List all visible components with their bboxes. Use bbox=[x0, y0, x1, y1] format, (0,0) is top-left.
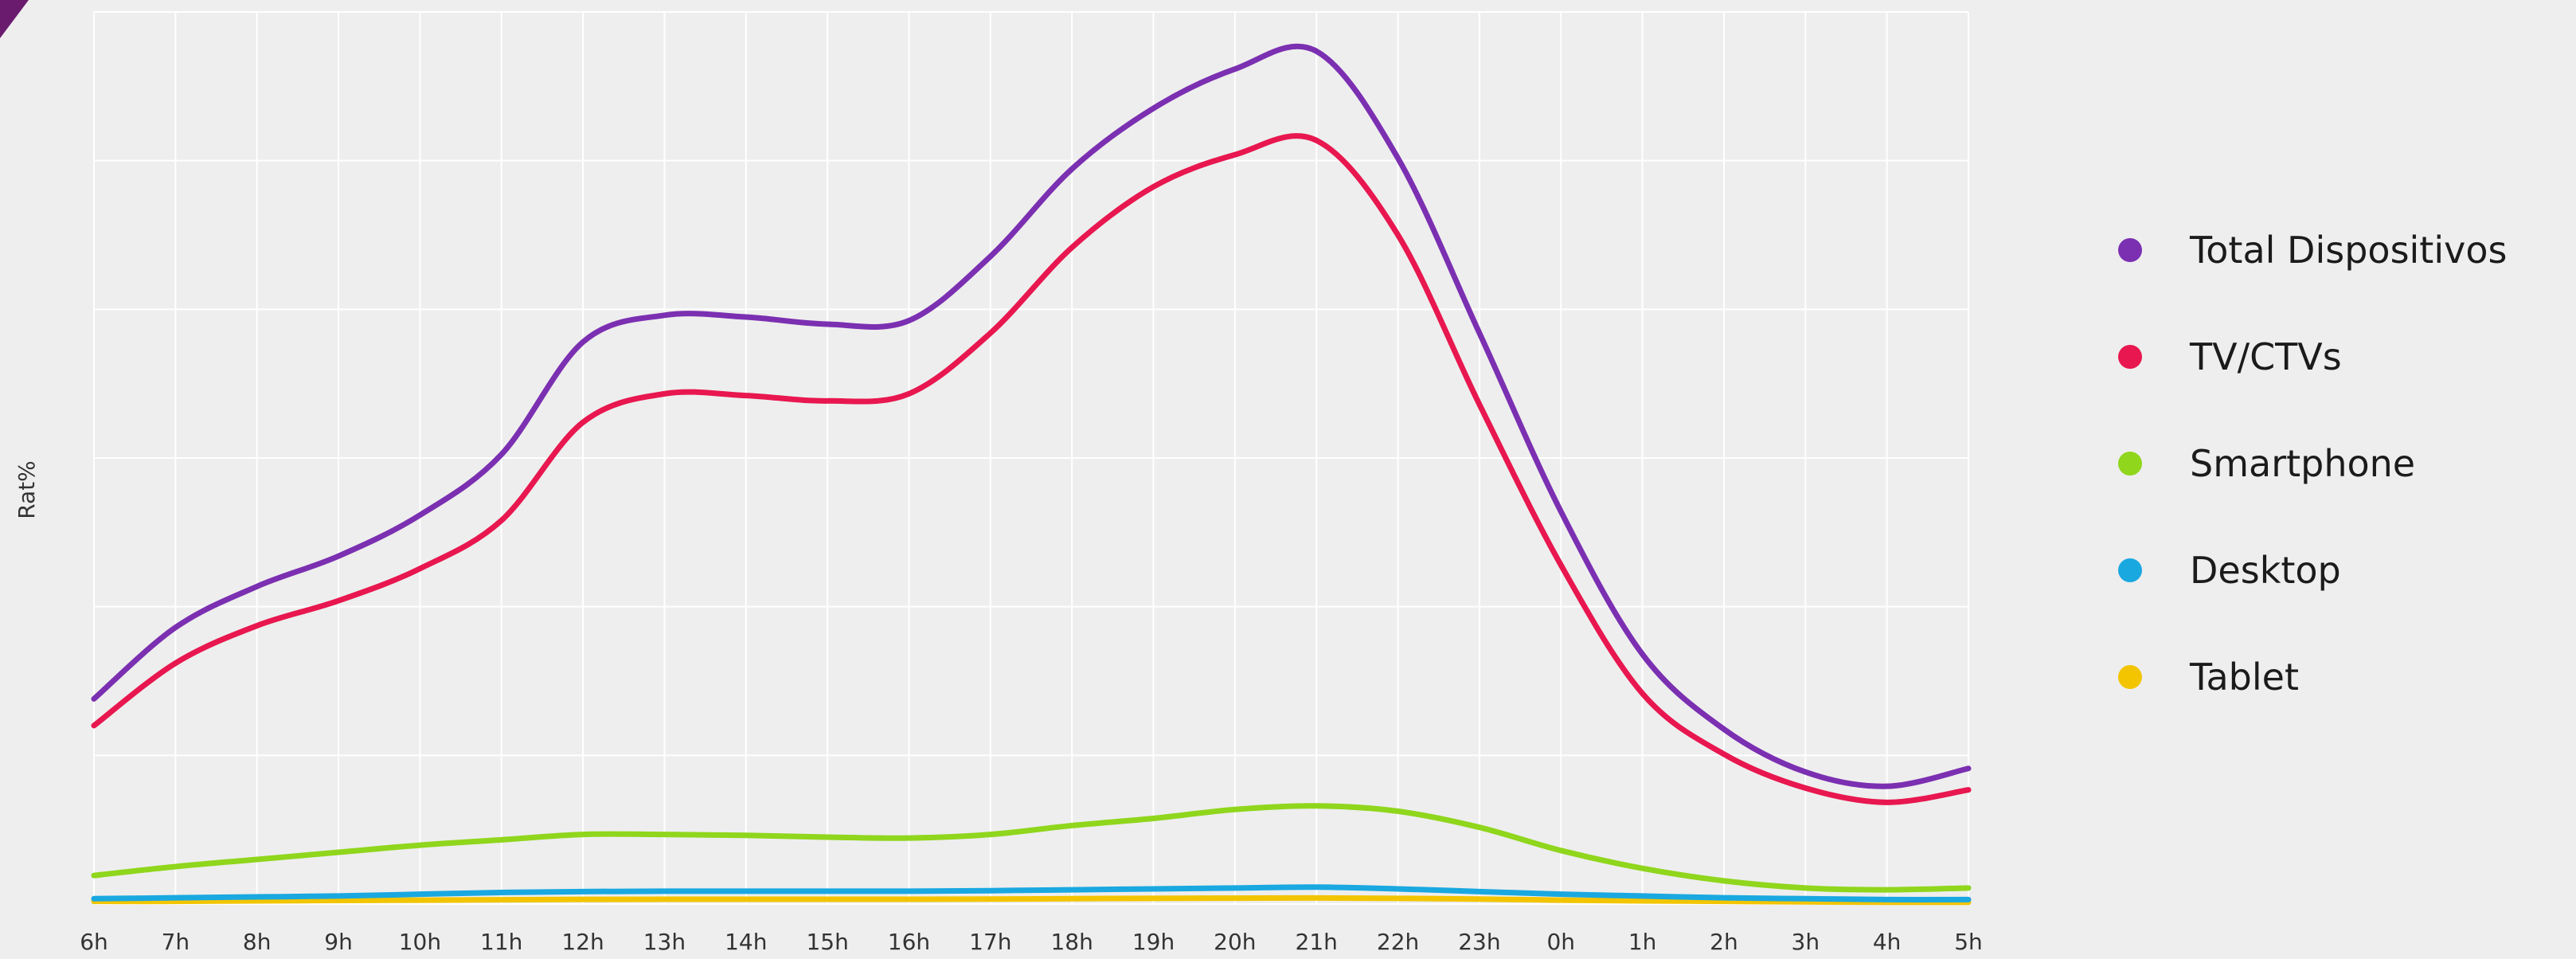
x-tick-label: 19h bbox=[1132, 929, 1175, 955]
corner-mark bbox=[0, 0, 29, 38]
chart-series bbox=[91, 43, 1972, 906]
x-tick-label: 11h bbox=[480, 929, 522, 955]
legend-swatch bbox=[2118, 238, 2142, 262]
series-line-smartphone bbox=[91, 803, 1972, 893]
legend-item: Smartphone bbox=[2118, 442, 2507, 485]
x-tick-label: 8h bbox=[243, 929, 272, 955]
legend-item: Total Dispositivos bbox=[2118, 229, 2508, 272]
x-tick-label: 17h bbox=[969, 929, 1011, 955]
series-line-tablet bbox=[91, 894, 1972, 906]
x-tick-label: 14h bbox=[725, 929, 767, 955]
x-tick-label: 15h bbox=[806, 929, 848, 955]
x-tick-label: 10h bbox=[399, 929, 441, 955]
x-tick-label: 9h bbox=[324, 929, 353, 955]
y-axis-label: Rat% bbox=[14, 460, 40, 519]
x-tick-label: 5h bbox=[1954, 929, 1983, 955]
series-line-total-dispositivos bbox=[91, 43, 1972, 789]
x-tick-label: 2h bbox=[1710, 929, 1738, 955]
x-tick-label: 16h bbox=[888, 929, 930, 955]
x-tick-label: 22h bbox=[1377, 929, 1419, 955]
chart-grid bbox=[93, 11, 1969, 905]
x-tick-label: 18h bbox=[1050, 929, 1093, 955]
legend-label: TV/CTVs bbox=[2190, 335, 2342, 378]
chart-legend: Total Dispositivos TV/CTVs Smartphone Deskt… bbox=[2118, 229, 2508, 699]
x-tick-label: 4h bbox=[1873, 929, 1902, 955]
series-line-desktop bbox=[91, 884, 1972, 902]
x-tick-label: 7h bbox=[162, 929, 190, 955]
legend-swatch bbox=[2118, 345, 2142, 369]
legend-swatch bbox=[2118, 558, 2142, 582]
x-tick-label: 13h bbox=[643, 929, 686, 955]
x-tick-label: 23h bbox=[1458, 929, 1500, 955]
legend-label: Smartphone bbox=[2190, 442, 2416, 485]
x-tick-label: 1h bbox=[1628, 929, 1657, 955]
series-line-tv-ctvs bbox=[91, 133, 1972, 805]
x-tick-label: 21h bbox=[1296, 929, 1338, 955]
x-tick-label: 3h bbox=[1792, 929, 1820, 955]
x-tick-label: 0h bbox=[1546, 929, 1575, 955]
x-tick-label: 12h bbox=[561, 929, 604, 955]
x-tick-label: 20h bbox=[1214, 929, 1256, 955]
x-tick-label: 6h bbox=[80, 929, 108, 955]
x-axis-tick-labels: 6h 7h 8h 9h 10h 11h 12h 13h 14h 15h 16h 17h 18h 19h 20… bbox=[80, 929, 1983, 955]
legend-label: Desktop bbox=[2190, 549, 2341, 592]
legend-item: Tablet bbox=[2118, 656, 2507, 699]
legend-item: TV/CTVs bbox=[2118, 335, 2507, 378]
legend-swatch bbox=[2118, 665, 2142, 689]
legend-label: Tablet bbox=[2190, 656, 2299, 699]
legend-label: Total Dispositivos bbox=[2190, 229, 2508, 272]
legend-item: Desktop bbox=[2118, 549, 2507, 592]
legend-swatch bbox=[2118, 452, 2142, 476]
